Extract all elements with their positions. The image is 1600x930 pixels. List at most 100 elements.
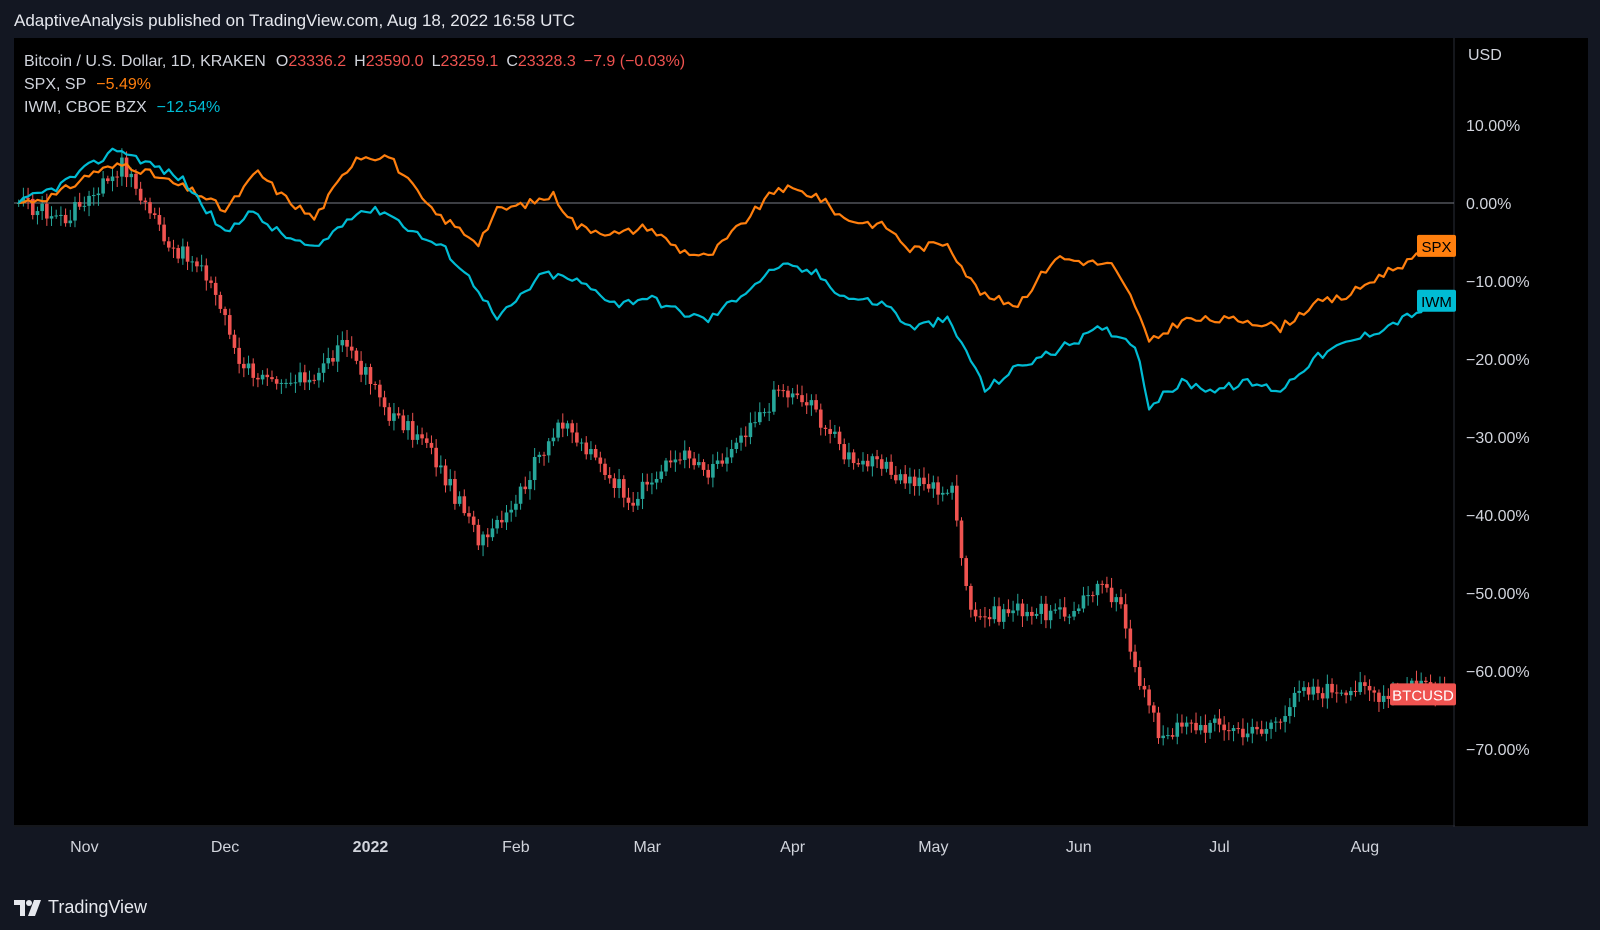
btc-candle: [1306, 682, 1311, 701]
x-tick-label: Jul: [1209, 839, 1229, 856]
btc-candle: [504, 505, 509, 530]
btc-candle: [152, 207, 157, 219]
btc-candle-body: [856, 463, 861, 465]
btc-candle: [1170, 728, 1175, 740]
btc-candle-body: [171, 247, 176, 249]
btc-candle-body: [837, 431, 842, 445]
btc-candle-body: [317, 372, 321, 381]
btc-candle: [818, 403, 823, 436]
btc-candle-body: [1424, 680, 1428, 683]
btc-candle: [1320, 687, 1325, 708]
publish-header: AdaptiveAnalysis published on TradingVie…: [0, 0, 1600, 40]
btc-candle: [77, 192, 82, 210]
btc-candle: [349, 336, 354, 359]
btc-candle-body: [54, 215, 59, 217]
btc-candle: [500, 510, 504, 528]
btc-candle: [856, 458, 861, 468]
btc-candle: [1273, 717, 1278, 732]
btc-candle-body: [312, 379, 316, 381]
btc-candle: [823, 425, 828, 436]
btc-candle: [1311, 678, 1316, 701]
btc-candle: [997, 597, 1001, 626]
btc-candle: [1180, 714, 1184, 734]
btc-candle: [420, 427, 424, 445]
btc-candle: [1288, 698, 1292, 724]
btc-candle-body: [997, 606, 1001, 622]
btc-candle-body: [115, 176, 119, 178]
btc-candle: [917, 468, 922, 496]
btc-candle: [753, 411, 757, 428]
btc-candle-body: [945, 492, 950, 494]
btc-candle-body: [772, 389, 776, 412]
btc-candle-body: [392, 413, 396, 421]
btc-candle-body: [274, 379, 279, 384]
btc-candle: [697, 453, 701, 468]
btc-candle: [833, 424, 837, 438]
btc-candle-body: [490, 528, 495, 538]
legend-compare-name[interactable]: IWM, CBOE BZX: [24, 99, 147, 116]
btc-candle-body: [91, 195, 96, 197]
btc-candle-body: [382, 397, 387, 408]
legend-compare-name[interactable]: SPX, SP: [24, 76, 87, 93]
ohlc-key: L: [431, 53, 441, 70]
btc-candle-body: [242, 363, 246, 369]
btc-candle: [1011, 600, 1015, 622]
btc-candle: [612, 473, 617, 498]
btc-candle-body: [110, 176, 115, 182]
btc-candle-body: [528, 480, 532, 490]
btc-candle-body: [298, 372, 302, 383]
chart-panel[interactable]: USD 10.00% 0.00% −10.00% −20.00% −30.00% −40.0…: [14, 38, 1588, 880]
legend-main-symbol[interactable]: Bitcoin / U.S. Dollar, 1D, KRAKEN: [24, 53, 266, 70]
brand-name: TradingView: [48, 897, 148, 917]
btc-candle: [448, 469, 453, 492]
btc-candle: [1198, 716, 1203, 735]
btc-candle-body: [1053, 609, 1058, 611]
btc-candle: [166, 236, 171, 252]
btc-candle-body: [814, 400, 818, 410]
btc-candle-body: [800, 395, 804, 403]
btc-candle-body: [335, 345, 340, 362]
btc-candle: [1377, 689, 1381, 712]
btc-candle: [1025, 603, 1029, 621]
btc-candle: [401, 409, 406, 434]
spx-line: [18, 154, 1445, 343]
btc-candle: [1067, 614, 1072, 625]
btc-candle-body: [63, 214, 68, 224]
btc-candle-body: [593, 448, 598, 458]
btc-candle-body: [1241, 728, 1245, 738]
btc-candle: [546, 437, 551, 463]
btc-candle: [936, 476, 940, 505]
btc-candle: [926, 473, 931, 493]
btc-candle-body: [964, 558, 968, 586]
btc-candle-body: [223, 308, 227, 316]
btc-candle: [560, 413, 565, 438]
btc-candle-body: [1367, 685, 1372, 691]
btc-candle: [434, 439, 438, 477]
btc-candle: [223, 306, 227, 326]
btc-candle: [312, 374, 316, 385]
btc-candle: [509, 500, 513, 522]
btc-candle: [495, 515, 499, 534]
btc-candle-body: [500, 519, 504, 523]
btc-candle-body: [471, 516, 476, 525]
btc-candle: [894, 466, 898, 484]
iwm-line: [17, 147, 1445, 411]
btc-candle-body: [1283, 716, 1287, 722]
btc-candle: [1264, 721, 1269, 742]
btc-candle: [678, 452, 682, 465]
btc-candle: [950, 482, 954, 500]
btc-candle-body: [1180, 722, 1184, 727]
y-tick-label: −30.00%: [1466, 430, 1530, 447]
btc-candle-body: [232, 334, 237, 348]
chart-legend: Bitcoin / U.S. Dollar, 1D, KRAKEN O23336.…: [24, 50, 685, 119]
tradingview-brand[interactable]: TradingView: [14, 897, 147, 918]
btc-candle-body: [514, 503, 518, 510]
btc-candle-body: [1161, 735, 1165, 739]
btc-candle-body: [659, 471, 664, 479]
btc-candle-body: [45, 203, 49, 219]
btc-candle-body: [157, 215, 162, 225]
btc-candle: [406, 414, 410, 440]
price-chart[interactable]: USD 10.00% 0.00% −10.00% −20.00% −30.00% −40.0…: [14, 38, 1588, 880]
btc-candle: [227, 308, 232, 340]
btc-candle: [237, 337, 241, 374]
